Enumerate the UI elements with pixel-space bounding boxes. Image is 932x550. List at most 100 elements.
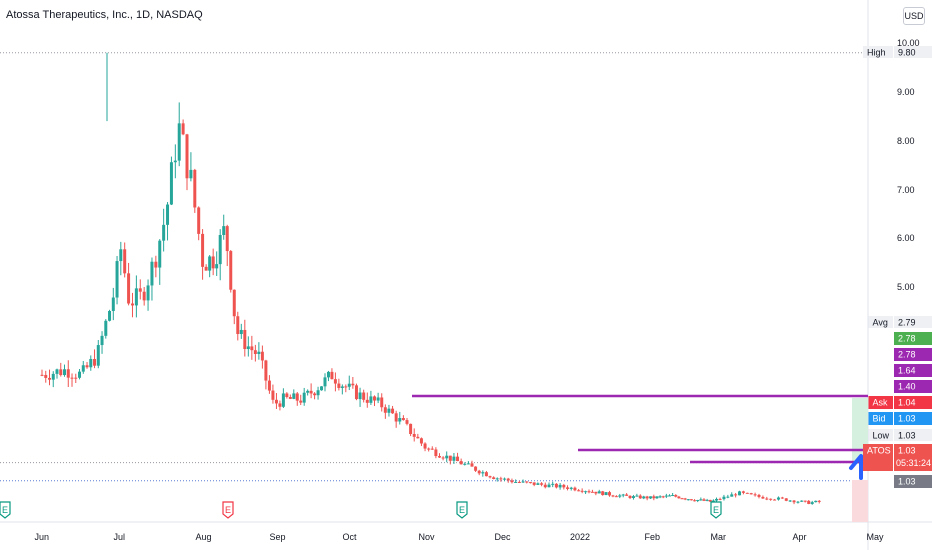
- candle-body-149: [584, 491, 588, 493]
- candle-body-139: [547, 484, 551, 488]
- candle-body-180: [686, 499, 690, 501]
- candle-body-104: [419, 438, 423, 444]
- candle-body-44: [208, 256, 212, 271]
- candle-body-72: [306, 390, 310, 393]
- candle-body-95: [387, 408, 391, 413]
- price-tag-label-bg-7: [868, 412, 893, 425]
- candle-body-24: [130, 303, 134, 306]
- candle-body-122: [484, 472, 488, 477]
- candle-body-10: [78, 371, 82, 378]
- candle-body-85: [351, 383, 355, 386]
- y-tick-label-4: 6.00: [897, 233, 915, 243]
- currency-button[interactable]: USD: [903, 7, 925, 25]
- candle-body-132: [521, 481, 525, 483]
- candle-body-3: [51, 373, 55, 380]
- candle-body-20: [115, 261, 119, 298]
- candle-body-41: [197, 207, 201, 234]
- candle-body-1: [44, 374, 48, 378]
- candle-body-53: [239, 329, 243, 335]
- candle-body-63: [274, 399, 278, 404]
- price-tag-value-8: 1.03: [898, 431, 916, 441]
- candle-body-97: [394, 413, 398, 422]
- candle-body-14: [93, 358, 97, 366]
- candle-body-133: [525, 481, 529, 483]
- candle-body-173: [664, 495, 668, 497]
- price-tag-bg-5: [894, 380, 932, 393]
- candle-body-164: [635, 495, 639, 497]
- candle-body-157: [611, 495, 615, 497]
- candle-body-193: [730, 494, 734, 497]
- candle-body-208: [788, 500, 792, 502]
- candle-body-107: [430, 448, 434, 450]
- candle-body-141: [554, 483, 558, 488]
- event-marker-label-3: E: [713, 505, 719, 515]
- candle-body-181: [689, 499, 693, 501]
- candle-body-36: [177, 123, 181, 161]
- candle-body-137: [540, 483, 544, 485]
- candle-body-56: [250, 346, 254, 351]
- candle-body-87: [358, 392, 362, 400]
- price-tag-value-3: 2.78: [898, 350, 916, 360]
- candle-body-206: [780, 497, 784, 499]
- candle-body-86: [354, 385, 358, 400]
- candle-body-70: [299, 400, 303, 403]
- price-tag-value-5: 1.40: [898, 382, 916, 392]
- candle-body-54: [243, 329, 247, 350]
- candle-body-57: [253, 350, 257, 354]
- candle-body-82: [340, 386, 344, 388]
- candle-body-43: [204, 266, 208, 271]
- candle-body-161: [625, 494, 629, 496]
- candle-body-121: [481, 472, 485, 474]
- price-tag-bg-4: [894, 364, 932, 377]
- candle-body-92: [376, 397, 380, 401]
- candle-body-194: [734, 494, 738, 496]
- x-tick-label-4: Oct: [343, 532, 358, 542]
- candle-body-195: [738, 491, 742, 496]
- candle-body-65: [281, 393, 285, 407]
- candle-body-21: [119, 249, 123, 262]
- candle-body-215: [814, 500, 818, 503]
- candle-body-148: [580, 490, 584, 492]
- candle-body-183: [696, 499, 700, 501]
- candle-body-163: [631, 496, 635, 499]
- price-tag-bg-3: [894, 348, 932, 361]
- candle-body-49: [225, 226, 229, 252]
- candle-body-25: [134, 288, 138, 306]
- price-tag-bg-0: [894, 46, 932, 58]
- candle-body-28: [146, 285, 150, 301]
- candle-body-26: [138, 288, 142, 292]
- candle-body-2: [48, 377, 52, 380]
- candle-body-6: [63, 369, 67, 376]
- candle-body-153: [597, 491, 601, 494]
- candle-body-19: [111, 297, 115, 311]
- price-tag-countdown-9: 05:31:24: [896, 458, 931, 468]
- candle-body-123: [488, 476, 492, 478]
- candle-body-69: [295, 393, 299, 401]
- candle-body-177: [677, 496, 681, 499]
- candle-body-129: [510, 480, 514, 483]
- candle-body-138: [543, 484, 547, 488]
- candle-body-90: [369, 396, 373, 403]
- price-tag-bg-8: [894, 429, 932, 441]
- chart-title: Atossa Therapeutics, Inc., 1D, NASDAQ: [6, 9, 203, 21]
- candle-body-101: [409, 423, 413, 435]
- x-tick-label-2: Aug: [196, 532, 212, 542]
- candle-body-172: [661, 496, 665, 498]
- candle-body-88: [362, 392, 366, 400]
- candle-body-32: [162, 224, 166, 241]
- price-tag-bg-10: [894, 475, 932, 488]
- price-tag-label-9: ATOS: [867, 446, 891, 456]
- candle-body-51: [232, 289, 236, 317]
- candle-body-119: [474, 466, 478, 471]
- candle-body-191: [722, 496, 726, 500]
- candle-body-212: [803, 500, 807, 502]
- candle-body-111: [445, 455, 449, 459]
- candle-body-198: [749, 493, 753, 495]
- candle-body-102: [412, 434, 416, 437]
- candle-body-205: [776, 497, 780, 500]
- candle-body-60: [264, 360, 268, 381]
- candle-body-125: [495, 478, 499, 480]
- y-tick-label-2: 8.00: [897, 136, 915, 146]
- price-tag-label-bg-1: [868, 316, 893, 328]
